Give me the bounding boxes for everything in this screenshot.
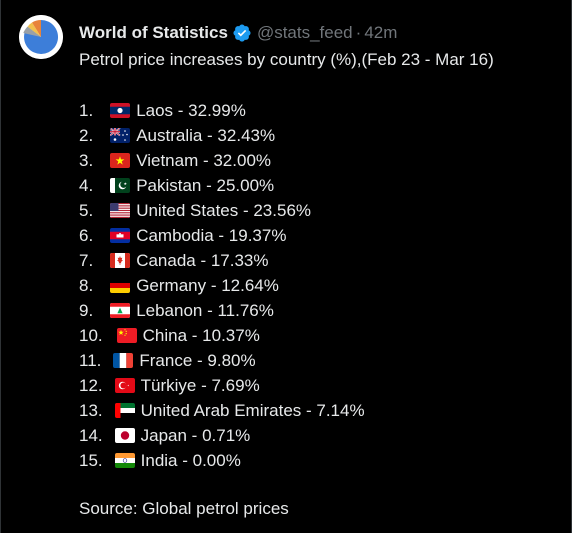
list-number: 12. — [79, 376, 103, 395]
list-item: 11. France - 9.80% — [79, 348, 365, 373]
list-item: 13. United Arab Emirates - 7.14% — [79, 398, 365, 423]
list-item: 3. Vietnam - 32.00% — [79, 148, 365, 173]
vietnam-flag-icon — [110, 153, 131, 168]
separator-dot: · — [355, 23, 362, 42]
country-entry: United Arab Emirates - 7.14% — [140, 401, 365, 420]
list-item: 6. Cambodia - 19.37% — [79, 223, 365, 248]
list-number: 2. — [79, 126, 94, 145]
germany-flag-icon — [110, 278, 131, 293]
country-entry: Laos - 32.99% — [136, 101, 246, 120]
lebanon-flag-icon — [110, 303, 131, 318]
country-entry: Pakistan - 25.00% — [136, 176, 275, 195]
country-entry: United States - 23.56% — [136, 201, 312, 220]
list-item: 10. China - 10.37% — [79, 323, 365, 348]
country-entry: India - 0.00% — [140, 451, 241, 470]
china-flag-icon — [116, 328, 137, 343]
list-item: 2. Australia - 32.43% — [79, 123, 365, 148]
country-entry: Cambodia - 19.37% — [136, 226, 287, 245]
australia-flag-icon — [110, 128, 131, 143]
source-text: Source: Global petrol prices — [79, 499, 289, 518]
list-item: 8. Germany - 12.64% — [79, 273, 365, 298]
list-number: 11. — [79, 351, 102, 370]
post-intro-text: Petrol price increases by country (%),(F… — [79, 50, 494, 69]
india-flag-icon — [114, 453, 135, 468]
list-item: 7. Canada - 17.33% — [79, 248, 365, 273]
list-item: 1. Laos - 32.99% — [79, 98, 365, 123]
list-item: 9. Lebanon - 11.76% — [79, 298, 365, 323]
country-entry: Vietnam - 32.00% — [136, 151, 272, 170]
display-name[interactable]: World of Statistics — [79, 23, 228, 42]
list-number: 10. — [79, 326, 103, 345]
france-flag-icon — [113, 353, 134, 368]
post-timestamp[interactable]: 42m — [364, 23, 398, 42]
list-number: 1. — [79, 101, 94, 120]
post-body: Petrol price increases by country (%),(F… — [79, 50, 559, 518]
list-number: 14. — [79, 426, 103, 445]
list-number: 15. — [79, 451, 103, 470]
pie-chart-avatar-icon — [19, 15, 63, 59]
list-number: 9. — [79, 301, 94, 320]
list-number: 7. — [79, 251, 94, 270]
laos-flag-icon — [110, 103, 131, 118]
canada-flag-icon — [110, 253, 131, 268]
list-number: 5. — [79, 201, 94, 220]
uae-flag-icon — [114, 403, 135, 418]
user-handle[interactable]: @stats_feed — [256, 23, 353, 42]
country-entry: China - 10.37% — [142, 326, 260, 345]
list-item: 14. Japan - 0.71% — [79, 423, 365, 448]
pakistan-flag-icon — [110, 178, 131, 193]
japan-flag-icon — [114, 428, 135, 443]
country-entry: Türkiye - 7.69% — [140, 376, 260, 395]
turkiye-flag-icon — [114, 378, 135, 393]
list-number: 6. — [79, 226, 94, 245]
country-entry: France - 9.80% — [139, 351, 256, 370]
list-number: 8. — [79, 276, 94, 295]
list-item: 4. Pakistan - 25.00% — [79, 173, 365, 198]
avatar[interactable] — [19, 15, 63, 59]
post-header: World of Statistics @stats_feed · 42m — [79, 21, 397, 45]
list-item: 15. India - 0.00% — [79, 448, 365, 473]
country-entry: Canada - 17.33% — [136, 251, 269, 270]
list-number: 3. — [79, 151, 94, 170]
country-entry: Australia - 32.43% — [136, 126, 276, 145]
list-item: 12. Türkiye - 7.69% — [79, 373, 365, 398]
list-item: 5. United States - 23.56% — [79, 198, 365, 223]
cambodia-flag-icon — [110, 228, 131, 243]
country-entry: Japan - 0.71% — [140, 426, 251, 445]
list-number: 4. — [79, 176, 94, 195]
country-entry: Germany - 12.64% — [136, 276, 279, 295]
country-list: 1. Laos - 32.99% 2. Australia - 32.43% 3… — [79, 98, 365, 473]
verified-badge-icon — [232, 23, 252, 43]
united-states-flag-icon — [110, 203, 131, 218]
list-number: 13. — [79, 401, 103, 420]
country-entry: Lebanon - 11.76% — [136, 301, 274, 320]
